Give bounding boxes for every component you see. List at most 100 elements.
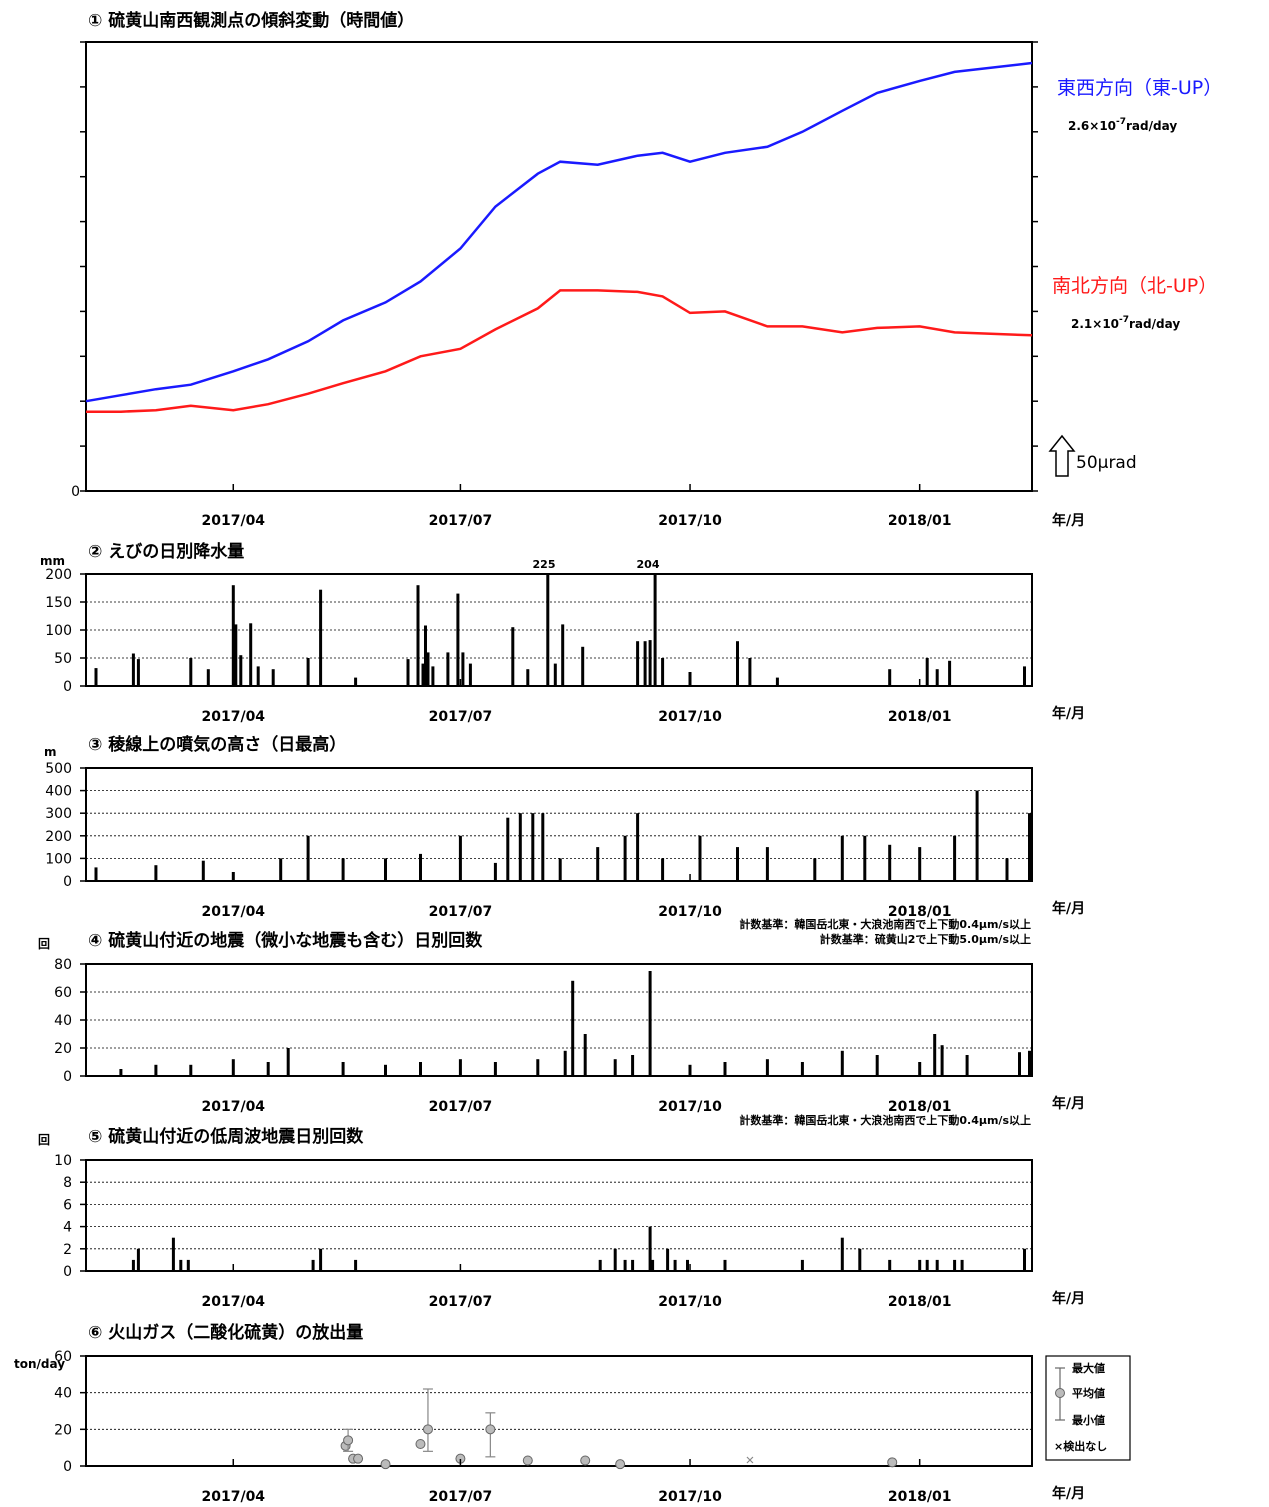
gas-unit: ton/day <box>14 1357 65 1371</box>
quake-x-label: 2017/04 <box>201 1099 265 1115</box>
quake-y-label: 40 <box>54 1013 72 1029</box>
ew-legend-label: 東西方向（東-UP） <box>1057 77 1222 99</box>
ew-series-line <box>85 61 1033 403</box>
rain-bar <box>888 669 892 686</box>
gas-x-label: 2017/04 <box>201 1489 265 1503</box>
quake-note-1: 計数基準：韓国岳北東・大浪池南西で上下動0.4μm/s以上 <box>739 917 1031 931</box>
rain-y-label: 150 <box>45 595 72 611</box>
rain-bar <box>231 585 235 686</box>
rain-bar <box>511 627 515 686</box>
quake-y-label: 80 <box>54 957 72 973</box>
rain-bar <box>648 640 652 686</box>
plume-bar <box>918 847 922 881</box>
rain-bar <box>256 666 260 686</box>
plume-bar <box>419 853 422 881</box>
plume-y-label: 400 <box>45 784 72 800</box>
rain-bar <box>319 589 323 686</box>
quake-bar <box>583 1034 587 1076</box>
quake-x-label: 2018/01 <box>888 1099 952 1115</box>
plume-x-unit: 年/月 <box>1052 900 1085 917</box>
quake-bar <box>613 1059 617 1076</box>
quake-bar <box>1028 1050 1031 1076</box>
plume-bar <box>863 835 867 881</box>
rain-bar <box>416 585 420 686</box>
lowfreq-bar <box>953 1259 957 1271</box>
quake-bar <box>965 1055 969 1076</box>
gas-point <box>415 1439 426 1449</box>
lowfreq-x-label: 2018/01 <box>888 1294 952 1310</box>
plume-bar <box>813 858 817 881</box>
lowfreq-bar <box>354 1259 358 1271</box>
rain-bar <box>94 668 98 686</box>
plume-bar <box>201 860 205 881</box>
gas-not-detected-mark <box>746 1456 754 1464</box>
rain-y-label: 100 <box>45 623 72 639</box>
scale-arrow-icon <box>1048 434 1076 477</box>
quake-bar <box>341 1062 345 1076</box>
tilt-x-label: 2017/10 <box>658 513 722 529</box>
quake-bar <box>940 1045 944 1076</box>
plume-y-label: 500 <box>45 761 72 777</box>
ns-series-line <box>86 289 1033 413</box>
quake-bar <box>875 1055 879 1076</box>
quake-bar <box>1018 1052 1021 1076</box>
gas-y-label: 0 <box>63 1459 72 1475</box>
lowfreq-bar <box>136 1248 140 1271</box>
tilt-x-unit: 年/月 <box>1052 512 1085 529</box>
rain-bar <box>461 652 465 686</box>
lowfreq-bar <box>623 1259 627 1271</box>
gas-legend: 最大値 平均値 最小値 ×検出なし <box>1045 1355 1131 1461</box>
plume-bar <box>661 858 665 881</box>
plume-bar <box>341 858 345 881</box>
gas-point <box>887 1457 898 1468</box>
rain-bar <box>546 574 550 686</box>
rain-bar <box>1023 666 1026 686</box>
plume-bar <box>953 835 957 881</box>
rain-bar <box>643 641 647 686</box>
gas-point <box>615 1459 626 1470</box>
rain-x-label: 2018/01 <box>888 709 952 725</box>
plume-x-label: 2018/01 <box>888 904 952 920</box>
ns-rate-unit: rad/day <box>1129 317 1180 331</box>
quake-y-label: 0 <box>63 1069 72 1085</box>
gas-point <box>580 1455 591 1466</box>
rain-bar <box>406 659 410 686</box>
gas-legend-max: 最大値 <box>1072 1361 1105 1375</box>
quake-bar <box>840 1050 844 1076</box>
lowfreq-note: 計数基準：韓国岳北東・大浪池南西で上下動0.4μm/s以上 <box>739 1113 1031 1127</box>
lowfreq-bar <box>131 1259 135 1271</box>
rain-x-label: 2017/07 <box>429 709 493 725</box>
plume-bar <box>888 844 892 881</box>
plume-y-label: 0 <box>63 874 72 890</box>
quake-bar <box>631 1055 635 1076</box>
quake-bar <box>154 1064 158 1076</box>
lowfreq-y-label: 10 <box>54 1153 72 1169</box>
lowfreq-bar <box>648 1226 652 1271</box>
lowfreq-y-label: 8 <box>63 1175 72 1191</box>
plume-bar <box>541 813 545 881</box>
plume-bar <box>506 817 510 881</box>
plume-x-label: 2017/07 <box>429 904 493 920</box>
gas-x-label: 2018/01 <box>888 1489 952 1503</box>
quake-x-label: 2017/07 <box>429 1099 493 1115</box>
rain-y-label: 0 <box>63 679 72 695</box>
plume-bar <box>1005 858 1009 881</box>
rain-bar <box>456 593 460 686</box>
plume-y-label: 300 <box>45 806 72 822</box>
rain-bar <box>424 625 427 686</box>
lowfreq-bar <box>613 1248 617 1271</box>
quake-y-label: 60 <box>54 985 72 1001</box>
gas-title: ⑥ 火山ガス（二酸化硫黄）の放出量 <box>88 1322 363 1343</box>
quake-bar <box>933 1034 937 1076</box>
plume-bar <box>736 847 739 881</box>
rain-bar <box>421 663 425 686</box>
quake-bar <box>800 1062 804 1076</box>
quake-title: ④ 硫黄山付近の地震（微小な地震も含む）日別回数 <box>88 930 483 951</box>
rain-bar <box>189 658 193 686</box>
ew-rate-prefix: 2.6×10 <box>1068 119 1116 133</box>
gas-legend-none: ×検出なし <box>1054 1439 1107 1453</box>
rain-bar <box>581 646 585 686</box>
plume-unit: m <box>44 745 57 759</box>
gas-point <box>485 1424 496 1435</box>
lowfreq-bar <box>666 1248 670 1271</box>
